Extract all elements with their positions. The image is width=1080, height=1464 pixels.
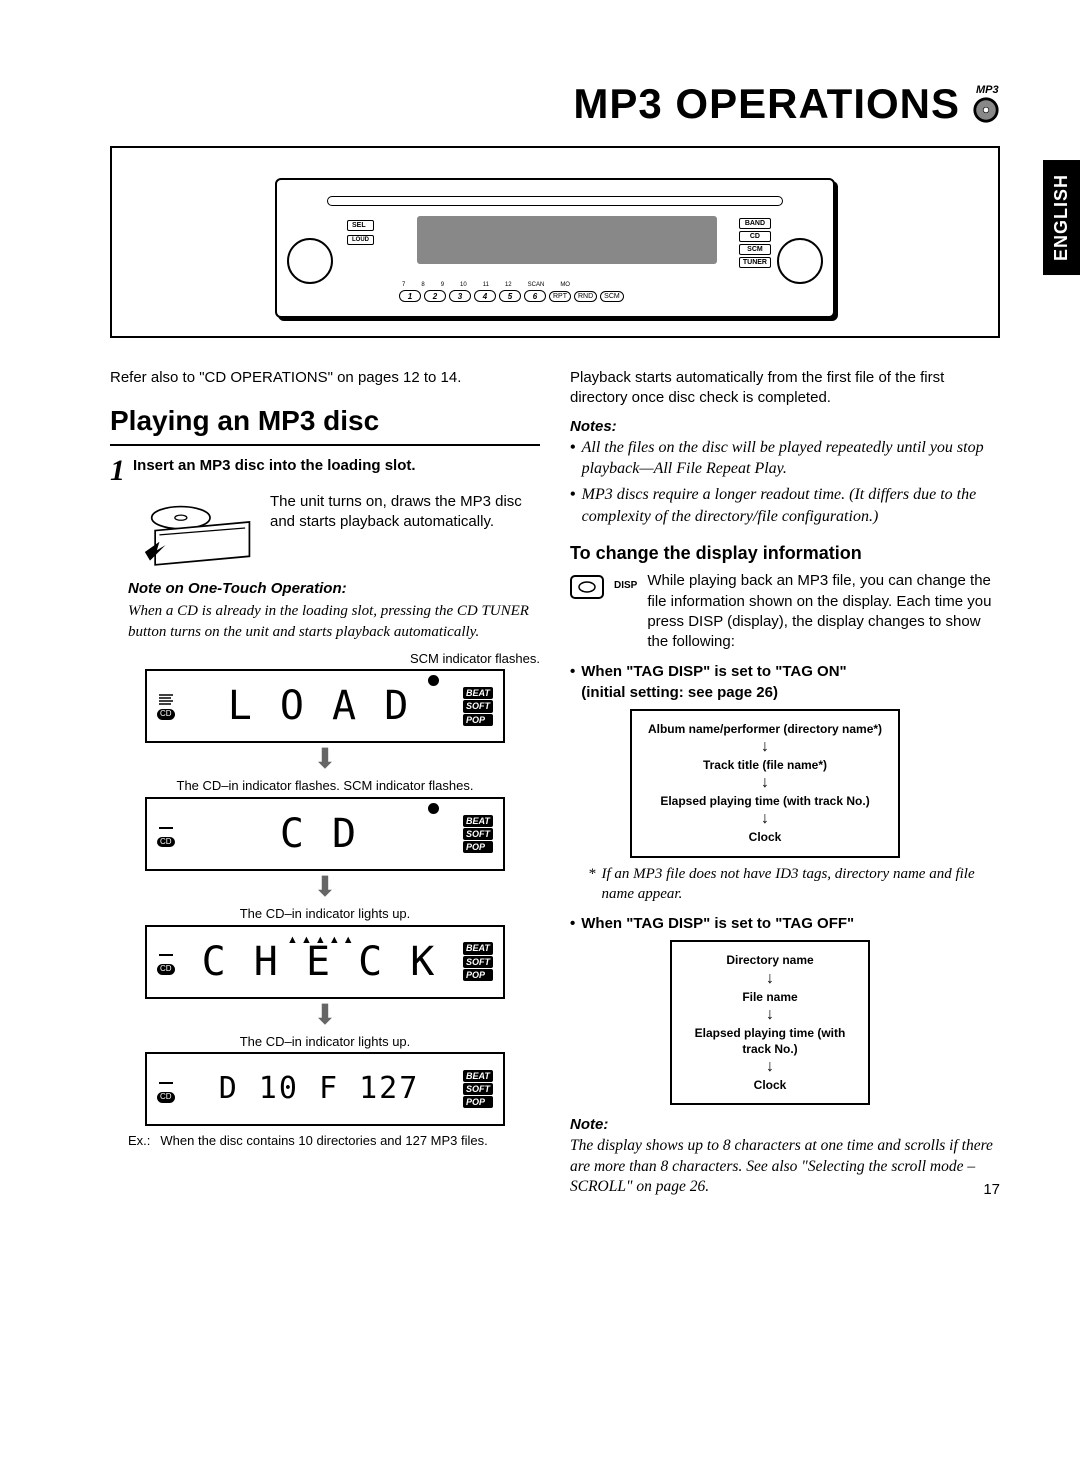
lcd-text-1: L O A D (175, 679, 463, 733)
sub-heading: To change the display information (570, 541, 1000, 565)
lcd-check: CD ▲ ▲ ▲ ▲ ▲ C H E C K BEAT SOFT POP (145, 925, 505, 999)
scm-caption: SCM indicator flashes. (110, 650, 540, 668)
arrows-icon: ▲ ▲ ▲ ▲ ▲ (287, 933, 354, 948)
step-title: Insert an MP3 disc into the loading slot… (133, 456, 416, 476)
lcd-text-4: D 10 F 127 (175, 1069, 463, 1110)
insert-disc-illustration (138, 492, 258, 569)
when-tagon: When "TAG DISP" is set to "TAG ON" (581, 662, 846, 682)
step-text: The unit turns on, draws the MP3 disc an… (270, 492, 540, 533)
section-heading: Playing an MP3 disc (110, 402, 540, 446)
device-illustration: SEL LOUD BAND CD SCM TUNER 7 8 9 10 11 1… (110, 146, 1000, 338)
ex-label: Ex.: (128, 1132, 150, 1150)
refer-text: Refer also to "CD OPERATIONS" on pages 1… (110, 368, 540, 388)
lcd-load: CD L O A D BEAT SOFT POP (145, 669, 505, 743)
ex-text: When the disc contains 10 directories an… (160, 1132, 487, 1150)
lcd-cd: CD C D BEAT SOFT POP (145, 797, 505, 871)
final-note: The display shows up to 8 characters at … (570, 1136, 1000, 1199)
final-note-heading: Note: (570, 1115, 1000, 1135)
page-number: 17 (983, 1181, 1000, 1198)
when-tagoff: When "TAG DISP" is set to "TAG OFF" (581, 914, 854, 934)
tuner-btn: TUNER (739, 257, 771, 268)
flow-tagon: Album name/performer (directory name*) ↓… (630, 709, 900, 858)
onetouch-heading: Note on One-Touch Operation: (128, 579, 540, 599)
disc-icon (972, 96, 1000, 124)
down-arrow-icon: ⬇ (110, 873, 540, 901)
down-arrow-icon: ⬇ (110, 1001, 540, 1029)
band-btn: BAND (739, 218, 771, 229)
onetouch-body: When a CD is already in the loading slot… (128, 601, 540, 642)
flow-tagoff: Directory name ↓ File name ↓ Elapsed pla… (670, 940, 870, 1105)
lcd-text-2: C D (175, 807, 463, 861)
lcd-count: CD D 10 F 127 BEAT SOFT POP (145, 1052, 505, 1126)
language-tab: ENGLISH (1043, 160, 1080, 275)
when-tagon-sub: (initial setting: see page 26) (581, 683, 846, 703)
disp-label: DISP (614, 579, 637, 593)
cdin-light-caption2: The CD–in indicator lights up. (110, 1033, 540, 1051)
page-title: MP3 OPERATIONS (573, 80, 960, 128)
down-arrow-icon: ⬇ (110, 745, 540, 773)
note-2: MP3 discs require a longer readout time.… (582, 484, 1000, 527)
sel-btn: SEL (347, 220, 374, 231)
cdin-light-caption1: The CD–in indicator lights up. (110, 905, 540, 923)
cd-btn: CD (739, 231, 771, 242)
scm-btn: SCM (739, 244, 771, 255)
playback-text: Playback starts automatically from the f… (570, 368, 1000, 409)
mp3-badge: MP3 (972, 84, 1000, 124)
mp3-label: MP3 (976, 84, 999, 96)
note-1: All the files on the disc will be played… (582, 437, 1000, 480)
notes-heading: Notes: (570, 417, 1000, 437)
cdin-flash-caption: The CD–in indicator flashes. SCM indicat… (110, 777, 540, 795)
disp-button-icon (570, 575, 604, 599)
loud-label: LOUD (347, 235, 374, 245)
step-number: 1 (110, 456, 125, 486)
aster-note: If an MP3 file does not have ID3 tags, d… (602, 864, 1001, 905)
disp-text: While playing back an MP3 file, you can … (647, 571, 1000, 652)
